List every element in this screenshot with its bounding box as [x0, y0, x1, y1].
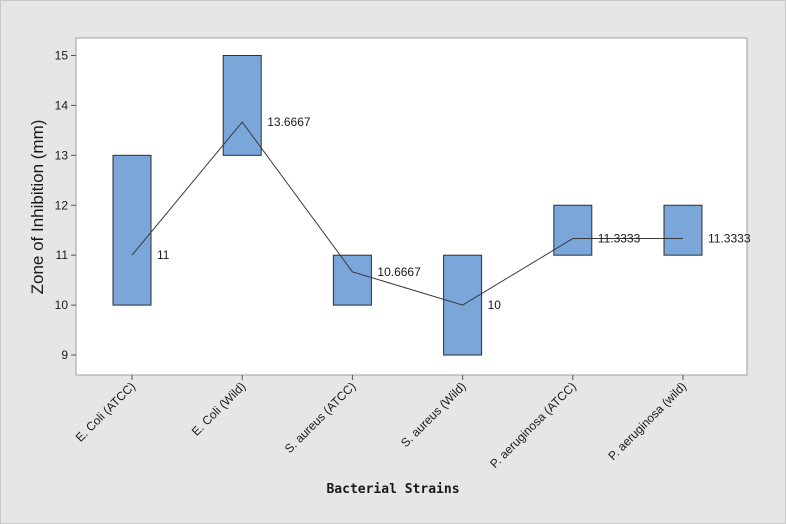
mean-connect-line [131, 121, 683, 306]
interval-box [663, 204, 703, 256]
plot-area [75, 37, 748, 376]
x-tick-label: P. aeruginosa (wild) [605, 379, 689, 463]
x-tick-label: E. Coli (ATCC) [73, 379, 138, 444]
mean-value-label: 11 [157, 248, 170, 262]
x-tick-label: E. Coli (Wild) [189, 379, 248, 438]
y-tick-label: 13 [55, 148, 69, 162]
interval-box [553, 204, 593, 256]
mean-value-label: 13.6667 [267, 115, 311, 129]
y-axis-title: Zone of Inhibition (mm) [28, 120, 47, 295]
y-tick-label: 11 [56, 248, 69, 262]
y-tick-label: 14 [55, 98, 69, 112]
y-tick-label: 15 [55, 48, 69, 62]
x-axis: E. Coli (ATCC) E. Coli (Wild) S. aureus (A… [73, 375, 689, 471]
mean-value-label: 11.3333 [598, 232, 641, 246]
x-tick-label: S. aureus (Wild) [398, 379, 469, 450]
y-axis: 9 10 11 12 13 14 15 [55, 48, 76, 362]
y-tick-label: 10 [55, 298, 69, 312]
interval-boxes [112, 54, 703, 356]
mean-value-label: 10 [488, 298, 502, 312]
y-tick-label: 12 [55, 198, 69, 212]
x-axis-title: Bacterial Strains [326, 482, 459, 497]
mean-value-label: 10.6667 [377, 265, 421, 279]
y-tick-label: 9 [61, 348, 68, 362]
mean-labels: 11 13.6667 10.6667 10 11.3333 11.3333 [157, 115, 751, 312]
x-tick-label: S. aureus (ATCC) [282, 379, 359, 456]
mean-value-label: 11.3333 [708, 232, 751, 246]
interval-box [332, 254, 372, 306]
x-tick-label: P. aeruginosa (ATCC) [487, 379, 579, 471]
interval-box [112, 154, 152, 306]
